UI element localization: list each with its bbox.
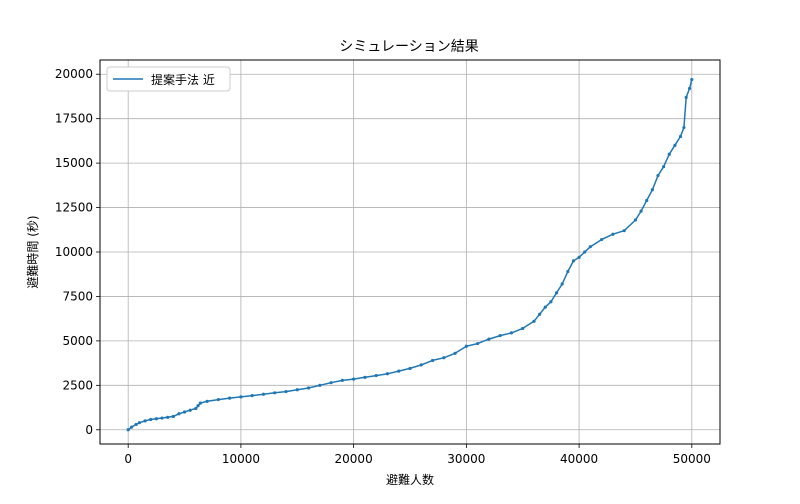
data-point	[662, 165, 666, 169]
data-point	[650, 188, 654, 192]
data-point	[560, 282, 564, 286]
data-point	[684, 95, 688, 99]
data-point	[306, 386, 311, 390]
y-tick-label: 5000	[62, 334, 93, 348]
data-point	[363, 375, 367, 379]
data-point	[588, 245, 592, 249]
data-point	[577, 255, 581, 259]
y-tick-label: 20000	[55, 67, 93, 81]
series-line	[127, 79, 693, 431]
data-point	[143, 419, 147, 423]
chart-title: シミュレーション結果	[339, 39, 478, 55]
data-point	[129, 425, 134, 429]
y-tick-label: 10000	[55, 245, 93, 259]
data-point	[639, 209, 643, 213]
data-point	[205, 399, 209, 403]
data-point	[521, 326, 525, 331]
data-point	[464, 344, 468, 348]
legend-box	[106, 66, 231, 92]
data-point	[554, 291, 559, 295]
data-point	[498, 333, 502, 338]
x-tick-label: 10000	[222, 452, 260, 466]
y-tick-label: 7500	[62, 289, 93, 303]
data-point	[430, 358, 435, 363]
x-tick-label: 20000	[335, 452, 373, 466]
data-point	[261, 392, 266, 396]
grid	[100, 60, 720, 444]
data-point	[442, 356, 446, 360]
data-point	[566, 269, 570, 274]
data-point	[645, 198, 649, 203]
data-point	[329, 381, 333, 385]
data-point	[216, 397, 220, 402]
data-point	[228, 396, 232, 400]
data-point	[194, 406, 198, 411]
series-layer	[126, 77, 694, 432]
data-point	[600, 237, 604, 242]
data-point	[419, 363, 423, 367]
data-point	[134, 422, 138, 427]
data-point	[549, 300, 553, 304]
legend-label: 提案手法 近	[151, 72, 215, 87]
data-point	[177, 412, 181, 416]
data-point	[571, 259, 576, 263]
x-axis-label: 避難人数	[386, 472, 434, 487]
data-point	[250, 394, 254, 398]
data-point	[295, 388, 299, 392]
data-point	[678, 134, 683, 139]
data-point	[509, 331, 514, 335]
data-point	[188, 408, 192, 412]
data-point	[397, 369, 401, 373]
data-point	[198, 401, 202, 405]
y-tick-label: 0	[85, 423, 93, 437]
data-point	[408, 366, 412, 371]
data-point	[633, 218, 638, 222]
data-point	[690, 77, 694, 82]
data-point	[196, 404, 200, 408]
data-point	[352, 377, 356, 381]
data-point	[532, 319, 536, 323]
y-tick-label: 2500	[62, 378, 93, 392]
data-point	[137, 421, 142, 425]
data-point	[273, 391, 277, 395]
data-point	[149, 417, 153, 422]
axis-ticks: 0 10000 20000 30000 40000 50000 0 2500 5000 7500 1…	[55, 67, 711, 466]
data-point	[667, 152, 671, 156]
data-point	[622, 229, 626, 233]
data-point	[126, 428, 130, 432]
data-point	[583, 250, 587, 254]
data-point	[318, 383, 322, 387]
data-point	[182, 410, 187, 414]
data-point	[160, 416, 164, 420]
data-point	[487, 337, 491, 341]
data-point	[166, 415, 170, 419]
data-point	[340, 378, 344, 382]
data-point	[284, 389, 288, 394]
data-point	[154, 417, 158, 421]
x-tick-label: 30000	[447, 452, 485, 466]
data-point	[239, 395, 243, 399]
data-point	[673, 143, 677, 147]
data-point	[171, 414, 175, 419]
data-point	[656, 173, 660, 178]
x-tick-label: 0	[124, 452, 132, 466]
data-point	[611, 232, 615, 236]
data-point	[374, 373, 378, 378]
data-point	[687, 86, 692, 91]
y-tick-label: 12500	[55, 201, 93, 215]
y-tick-label: 17500	[55, 112, 93, 126]
legend: 提案手法 近	[106, 66, 231, 92]
data-point	[453, 351, 457, 355]
y-tick-label: 15000	[55, 156, 93, 170]
data-point	[682, 125, 686, 130]
data-point	[538, 312, 542, 316]
x-tick-label: 40000	[560, 452, 598, 466]
y-axis-label: 避難時間 (秒)	[25, 215, 40, 288]
data-point	[476, 341, 480, 346]
data-point	[543, 305, 547, 309]
data-point	[385, 372, 390, 376]
x-tick-label: 50000	[673, 452, 711, 466]
